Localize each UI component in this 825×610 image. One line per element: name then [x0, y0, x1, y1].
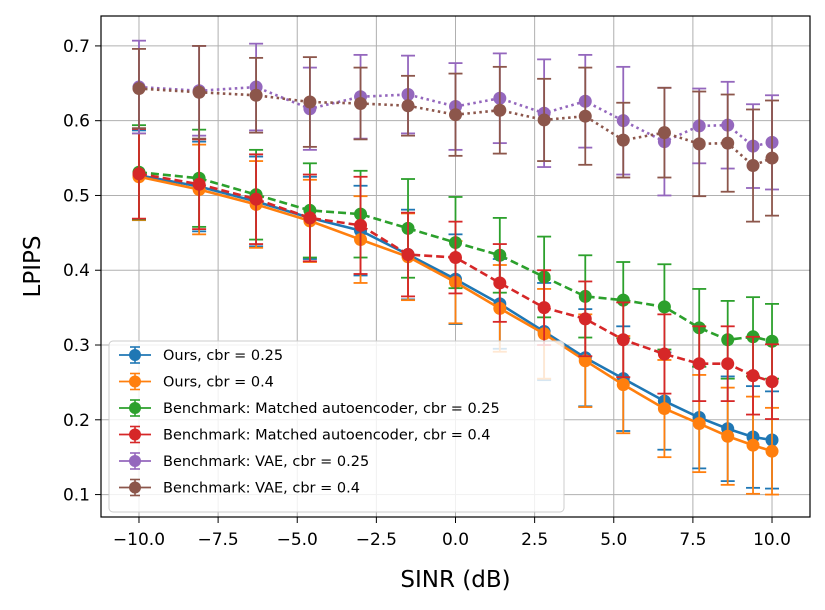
series-line: [138, 87, 773, 167]
data-point: [657, 300, 671, 314]
data-point: [354, 96, 368, 110]
legend-entry: Benchmark: Matched autoencoder, cbr = 0.…: [119, 399, 500, 417]
x-axis-label: SINR (dB): [400, 567, 510, 593]
data-point: [692, 137, 706, 151]
y-tick-label: 0.7: [63, 37, 90, 57]
y-axis-label: LPIPS: [20, 236, 46, 298]
x-tick-label: −10.0: [113, 530, 165, 550]
x-tick-label: 0.0: [442, 530, 469, 550]
data-point: [616, 293, 630, 307]
y-tick-label: 0.2: [63, 411, 90, 431]
data-point: [132, 82, 146, 96]
data-point: [765, 444, 779, 458]
series-line: [138, 172, 773, 383]
legend-label: Benchmark: VAE, cbr = 0.4: [163, 481, 360, 497]
data-point: [449, 251, 462, 265]
data-point: [192, 177, 206, 191]
series-6: [131, 45, 780, 223]
data-point: [192, 85, 206, 99]
data-point: [354, 218, 368, 232]
legend-marker: [129, 455, 141, 467]
data-point: [249, 88, 263, 102]
data-point: [765, 375, 779, 389]
data-point: [721, 136, 735, 150]
data-point: [132, 167, 146, 181]
data-point: [746, 159, 760, 173]
x-tick-label: 2.5: [521, 530, 548, 550]
data-point: [578, 312, 592, 326]
x-tick-label: 7.5: [679, 530, 706, 550]
legend-marker: [129, 402, 141, 414]
series-line: [138, 170, 773, 343]
x-tick-label: −5.0: [277, 530, 318, 550]
legend-entry: Benchmark: Matched autoencoder, cbr = 0.…: [119, 425, 491, 444]
series-layer: [131, 39, 780, 496]
data-point: [449, 108, 462, 122]
series-line: [138, 175, 773, 453]
data-point: [746, 369, 760, 383]
y-tick-label: 0.1: [63, 486, 90, 506]
data-point: [657, 347, 671, 361]
data-point: [616, 378, 630, 392]
x-tick-label: 5.0: [600, 530, 627, 550]
legend-label: Benchmark: Matched autoencoder, cbr = 0.…: [163, 428, 491, 444]
legend-entry: Benchmark: VAE, cbr = 0.4: [119, 478, 360, 497]
data-point: [721, 357, 735, 371]
data-point: [616, 333, 630, 347]
y-tick-label: 0.4: [63, 261, 90, 281]
axis-ticks: −10.0 −7.5 −5.0 −2.5 0.0 2.5 5.0 7.5 10.0 0.1 0.2 0…: [63, 37, 791, 550]
x-tick-label: 10.0: [753, 530, 791, 550]
legend-label: Benchmark: VAE, cbr = 0.25: [163, 454, 369, 470]
data-point: [692, 357, 706, 371]
data-point: [493, 276, 507, 290]
legend-entry: Benchmark: VAE, cbr = 0.25: [119, 452, 369, 470]
x-tick-label: −7.5: [197, 530, 238, 550]
legend: Ours, cbr = 0.25 Ours, cbr = 0.4 Benchmark…: [108, 340, 565, 513]
data-point: [303, 211, 317, 225]
legend-label: Ours, cbr = 0.25: [163, 348, 283, 364]
data-point: [657, 126, 671, 140]
data-point: [493, 103, 507, 117]
data-point: [249, 192, 263, 206]
data-point: [537, 301, 551, 315]
legend-marker: [129, 375, 141, 388]
y-tick-label: 0.3: [63, 336, 90, 356]
legend-marker: [129, 349, 141, 361]
legend-entry: Ours, cbr = 0.4: [119, 372, 274, 391]
data-point: [303, 95, 317, 109]
data-point: [578, 109, 592, 123]
data-point: [578, 354, 592, 368]
data-point: [401, 248, 415, 262]
legend-label: Benchmark: Matched autoencoder, cbr = 0.…: [163, 401, 500, 417]
y-tick-label: 0.5: [63, 186, 90, 206]
data-point: [721, 429, 735, 443]
data-point: [657, 402, 671, 416]
data-point: [401, 99, 415, 113]
legend-entry: Ours, cbr = 0.25: [119, 346, 283, 364]
data-point: [746, 438, 760, 452]
x-tick-label: −2.5: [356, 530, 397, 550]
legend-marker: [129, 481, 141, 494]
data-point: [537, 113, 551, 127]
data-point: [765, 151, 779, 165]
data-point: [616, 133, 630, 147]
legend-box: [108, 340, 565, 513]
y-tick-label: 0.6: [63, 112, 90, 132]
data-point: [692, 417, 706, 431]
legend-label: Ours, cbr = 0.4: [163, 375, 274, 391]
legend-marker: [129, 428, 141, 441]
